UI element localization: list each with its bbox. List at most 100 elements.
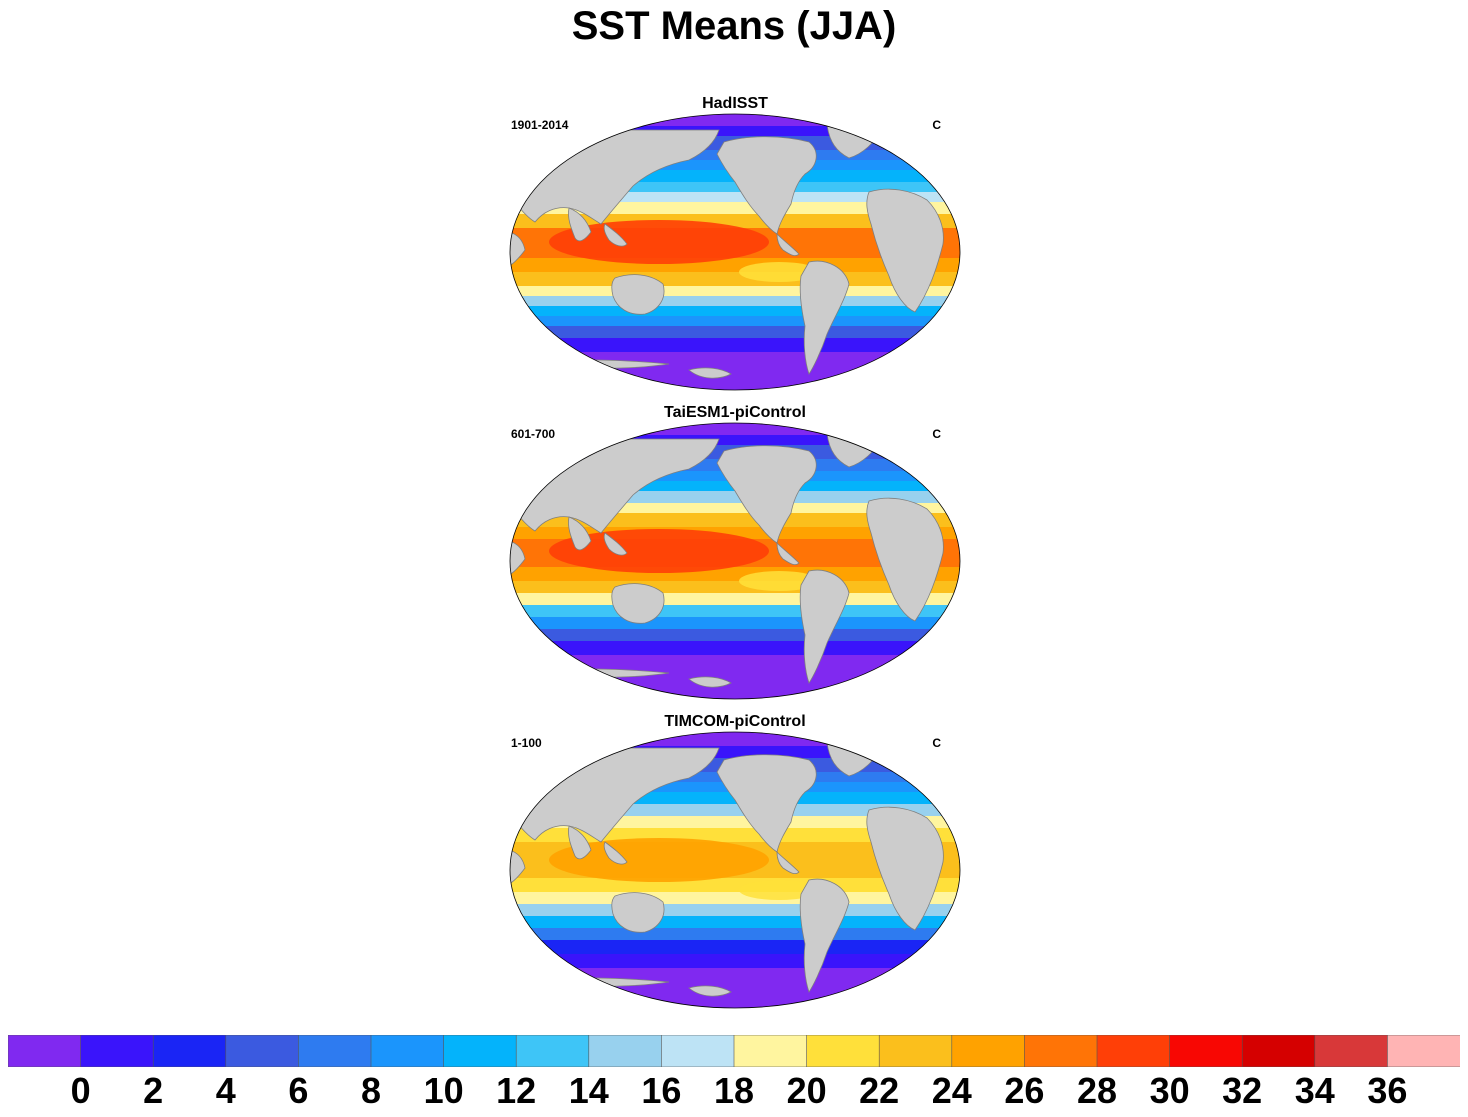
- colorbar-box: [8, 1035, 82, 1067]
- colorbar-box: [515, 1035, 590, 1067]
- map-panel-hadisst: HadISST 1901-2014 C: [509, 92, 961, 392]
- land-mass: [688, 676, 732, 688]
- sst-band: [510, 316, 960, 327]
- sst-band: [510, 629, 960, 642]
- land-mass: [611, 583, 665, 624]
- panel-title: TIMCOM-piControl: [664, 713, 806, 730]
- colorbar-box: [1024, 1035, 1098, 1067]
- colorbar-tick-label: 2: [143, 1070, 164, 1111]
- colorbar-box: [80, 1035, 154, 1067]
- colorbar-box: [588, 1035, 663, 1067]
- land-mass: [716, 445, 817, 544]
- colorbar-tick-label: 14: [568, 1070, 609, 1111]
- colorbar-box: [152, 1035, 227, 1067]
- land-mass: [568, 825, 592, 860]
- sst-band: [510, 286, 960, 297]
- sst-band: [510, 916, 960, 929]
- sst-band: [510, 655, 960, 699]
- colorbar-tick-label: 22: [859, 1070, 900, 1111]
- colorbar-box: [1169, 1035, 1243, 1067]
- panel-units: C: [932, 736, 941, 750]
- sst-band: [510, 513, 960, 528]
- sst-band: [510, 954, 960, 969]
- land-mass: [799, 878, 850, 993]
- sst-band: [510, 202, 960, 215]
- map-outline: [509, 113, 961, 391]
- colorbar-box: [370, 1035, 445, 1067]
- land-mass: [866, 188, 944, 313]
- sst-band: [510, 968, 960, 1008]
- colorbar-tick-label: 0: [70, 1070, 91, 1111]
- colorbar-box: [443, 1035, 518, 1067]
- sst-band: [510, 192, 960, 203]
- colorbar-tick-label: 34: [1294, 1070, 1335, 1111]
- colorbar-tick-label: 6: [288, 1070, 309, 1111]
- sst-band: [510, 338, 960, 353]
- sst-band: [510, 732, 960, 747]
- land-mass: [776, 542, 800, 566]
- map-outline: [509, 422, 961, 700]
- sst-band: [510, 306, 960, 317]
- colorbar-tick-label: 32: [1222, 1070, 1263, 1111]
- colorbar-box: [733, 1035, 808, 1067]
- colorbar-box: [878, 1035, 953, 1067]
- land-mass: [688, 985, 732, 997]
- land-mass: [866, 497, 944, 622]
- sst-band: [510, 746, 960, 759]
- land-mass: [510, 540, 526, 576]
- land-mass: [866, 806, 944, 931]
- sst-band: [510, 352, 960, 390]
- sst-band: [510, 641, 960, 656]
- land-mass: [716, 754, 817, 853]
- colorbar-box: [1241, 1035, 1316, 1067]
- colorbar-tick-label: 18: [713, 1070, 755, 1111]
- sst-band: [510, 617, 960, 630]
- colorbar-tick-label: 10: [423, 1070, 464, 1111]
- colorbar-tick-label: 28: [1076, 1070, 1118, 1111]
- panel-units: C: [932, 118, 941, 132]
- map-outline: [509, 731, 961, 1009]
- sst-band: [510, 878, 960, 893]
- colorbar-box: [1387, 1035, 1460, 1067]
- sst-map: [509, 422, 961, 700]
- colorbar-tick-label: 4: [215, 1070, 236, 1111]
- sst-band: [510, 928, 960, 941]
- sst-band: [510, 296, 960, 307]
- land-mass: [510, 849, 526, 885]
- land-mass: [510, 231, 526, 267]
- colorbar-box: [1096, 1035, 1171, 1067]
- sst-band: [510, 904, 960, 917]
- sst-band: [510, 435, 960, 446]
- colorbar-box: [951, 1035, 1026, 1067]
- panel-title: HadISST: [702, 95, 768, 112]
- land-mass: [568, 516, 592, 551]
- sst-band: [510, 326, 960, 339]
- map-panel-timcom: TIMCOM-piControl 1-100 C: [509, 710, 961, 1010]
- land-mass: [568, 207, 592, 242]
- land-mass: [603, 223, 628, 247]
- sst-map: [509, 113, 961, 391]
- colorbar-box: [1314, 1035, 1389, 1067]
- colorbar-tick-label: 30: [1149, 1070, 1190, 1111]
- colorbar-tick-label: 26: [1004, 1070, 1045, 1111]
- colorbar-tick-label: 16: [641, 1070, 682, 1111]
- colorbar-box: [225, 1035, 300, 1067]
- colorbar: [8, 1035, 1460, 1067]
- land-mass: [776, 233, 800, 257]
- land-mass: [611, 274, 665, 315]
- panel-title: TaiESM1-piControl: [664, 404, 806, 421]
- sst-band: [510, 503, 960, 514]
- land-mass: [799, 569, 850, 684]
- land-mass: [776, 851, 800, 875]
- land-mass: [603, 841, 628, 865]
- land-mass: [716, 136, 817, 235]
- colorbar-tick-label: 24: [931, 1070, 972, 1111]
- sst-band: [510, 816, 960, 829]
- colorbar-box: [661, 1035, 735, 1067]
- colorbar-tick-label: 36: [1367, 1070, 1408, 1111]
- sst-band: [510, 126, 960, 137]
- panel-period: 601-700: [511, 427, 556, 441]
- sst-band: [510, 940, 960, 955]
- sst-band: [510, 828, 960, 843]
- land-mass: [688, 367, 732, 379]
